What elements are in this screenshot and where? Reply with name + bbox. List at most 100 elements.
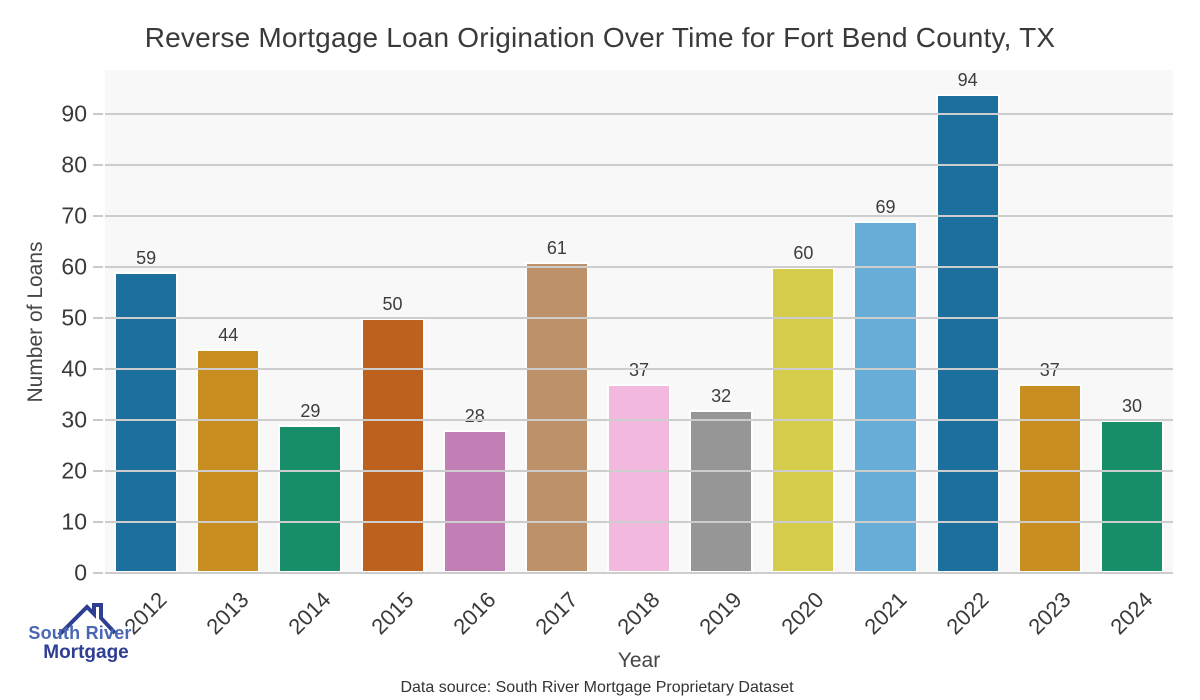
y-tick-mark-30 <box>93 419 103 422</box>
bar-slot-2022: 94 <box>927 70 1009 573</box>
x-tick-slot-2013: 2013 <box>187 575 269 645</box>
gridline-y-0 <box>105 572 1173 574</box>
y-tick-mark-0 <box>93 572 103 574</box>
bar-2024 <box>1099 420 1164 573</box>
logo-text-line1: South River <box>28 623 132 643</box>
x-axis-tick-labels: 2012 2013 2014 2015 2016 2017 2018 2019 2020 2021… <box>105 575 1173 645</box>
y-tick-label-70: 70 <box>61 202 87 229</box>
x-tick-label-2017: 2017 <box>530 587 583 640</box>
y-tick-label-20: 20 <box>61 457 87 484</box>
bar-value-label-2018: 37 <box>629 360 650 381</box>
gridline-y-10 <box>105 521 1173 524</box>
bar-value-label-2016: 28 <box>464 406 485 427</box>
bar-value-label-2021: 69 <box>875 197 896 218</box>
y-tick-label-30: 30 <box>61 406 87 433</box>
bar-2018 <box>606 384 672 573</box>
bar-2019 <box>689 409 754 573</box>
x-tick-label-2013: 2013 <box>201 587 254 640</box>
x-tick-slot-2014: 2014 <box>269 575 351 645</box>
y-tick-label-60: 60 <box>61 253 87 280</box>
x-tick-label-2021: 2021 <box>858 587 912 640</box>
x-tick-label-2019: 2019 <box>694 587 747 640</box>
logo-text-line2: Mortgage <box>43 641 129 663</box>
bar-slot-2015: 50 <box>351 70 433 573</box>
x-tick-label-2015: 2015 <box>365 587 419 640</box>
gridline-y-40 <box>105 368 1173 371</box>
x-tick-slot-2015: 2015 <box>351 575 433 645</box>
x-tick-label-2018: 2018 <box>612 587 665 640</box>
bar-2022 <box>935 93 1000 573</box>
y-tick-label-10: 10 <box>61 508 87 535</box>
bar-slot-2012: 59 <box>105 70 187 573</box>
bar-slot-2016: 28 <box>434 70 516 573</box>
y-tick-label-50: 50 <box>61 304 87 331</box>
bar-value-label-2023: 37 <box>1039 360 1060 381</box>
bar-value-label-2017: 61 <box>546 238 567 259</box>
bar-value-label-2024: 30 <box>1121 396 1142 417</box>
y-tick-mark-90 <box>93 113 103 116</box>
y-tick-label-0: 0 <box>74 559 87 586</box>
bar-value-label-2012: 59 <box>136 248 157 269</box>
y-tick-mark-20 <box>93 470 103 473</box>
x-tick-slot-2020: 2020 <box>762 575 844 645</box>
bar-2023 <box>1017 384 1082 573</box>
x-tick-slot-2023: 2023 <box>1009 575 1091 645</box>
x-tick-slot-2022: 2022 <box>927 575 1009 645</box>
house-roofline-icon <box>57 603 117 637</box>
x-tick-label-2024: 2024 <box>1105 587 1158 640</box>
x-tick-slot-2021: 2021 <box>844 575 926 645</box>
y-tick-mark-80 <box>93 164 103 167</box>
y-tick-label-80: 80 <box>61 151 87 178</box>
bar-value-label-2022: 94 <box>957 69 978 90</box>
bar-value-label-2013: 44 <box>218 324 239 345</box>
x-tick-label-2016: 2016 <box>448 587 501 640</box>
bar-slot-2020: 60 <box>762 70 844 573</box>
bar-2014 <box>278 425 343 573</box>
bar-slot-2018: 37 <box>598 70 680 573</box>
bar-value-label-2015: 50 <box>382 294 403 315</box>
x-tick-slot-2019: 2019 <box>680 575 762 645</box>
x-axis-label: Year <box>617 649 661 672</box>
y-tick-mark-10 <box>93 521 103 524</box>
bars-container: 59 44 29 50 28 61 37 32 60 69 94 37 30 <box>105 70 1173 573</box>
data-source-note: Data source: South River Mortgage Propri… <box>400 679 794 696</box>
plot-area: 59 44 29 50 28 61 37 32 60 69 94 37 30 0 10 20 30 40 50 60… <box>61 70 1173 586</box>
chart-title: Reverse Mortgage Loan Origination Over T… <box>144 22 1056 53</box>
x-tick-slot-2018: 2018 <box>598 575 680 645</box>
y-tick-label-90: 90 <box>61 100 87 127</box>
bar-slot-2013: 44 <box>187 70 269 573</box>
x-tick-label-2022: 2022 <box>941 587 994 640</box>
bar-2015 <box>360 318 425 573</box>
gridline-y-90 <box>105 113 1173 116</box>
gridline-y-20 <box>105 470 1173 473</box>
bar-2016 <box>442 430 507 573</box>
bar-2017 <box>524 262 589 573</box>
bar-slot-2019: 32 <box>680 70 762 573</box>
bar-slot-2021: 69 <box>844 70 926 573</box>
bar-slot-2024: 30 <box>1091 70 1173 573</box>
bar-value-label-2020: 60 <box>793 243 814 264</box>
y-tick-label-40: 40 <box>61 355 87 382</box>
x-tick-slot-2017: 2017 <box>516 575 598 645</box>
brand-logo: South River Mortgage <box>20 598 140 663</box>
y-tick-mark-70 <box>93 215 103 218</box>
y-tick-mark-50 <box>93 317 103 320</box>
bar-slot-2014: 29 <box>269 70 351 573</box>
gridline-y-30 <box>105 419 1173 422</box>
y-tick-mark-60 <box>93 266 103 269</box>
y-axis-label: Number of Loans <box>24 241 47 403</box>
bar-value-label-2014: 29 <box>300 401 321 422</box>
gridline-y-60 <box>105 266 1173 269</box>
gridline-y-70 <box>105 215 1173 218</box>
bar-slot-2023: 37 <box>1009 70 1091 573</box>
bar-2013 <box>196 348 261 573</box>
gridline-y-80 <box>105 164 1173 167</box>
x-tick-label-2020: 2020 <box>776 587 830 640</box>
gridline-y-50 <box>105 317 1173 320</box>
x-tick-label-2014: 2014 <box>283 587 337 640</box>
bar-slot-2017: 61 <box>516 70 598 573</box>
bar-value-label-2019: 32 <box>711 385 732 406</box>
x-tick-label-2023: 2023 <box>1023 587 1076 640</box>
x-tick-slot-2024: 2024 <box>1091 575 1173 645</box>
